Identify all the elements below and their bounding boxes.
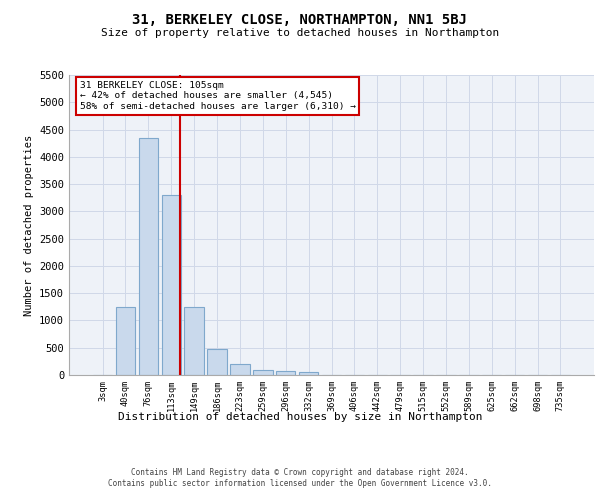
Text: 31 BERKELEY CLOSE: 105sqm
← 42% of detached houses are smaller (4,545)
58% of se: 31 BERKELEY CLOSE: 105sqm ← 42% of detac… <box>79 81 355 111</box>
Bar <box>276 372 295 375</box>
Text: Size of property relative to detached houses in Northampton: Size of property relative to detached ho… <box>101 28 499 38</box>
Bar <box>116 307 135 375</box>
Y-axis label: Number of detached properties: Number of detached properties <box>23 134 34 316</box>
Bar <box>253 370 272 375</box>
Bar <box>139 138 158 375</box>
Bar <box>161 195 181 375</box>
Bar <box>299 372 319 375</box>
Text: 31, BERKELEY CLOSE, NORTHAMPTON, NN1 5BJ: 31, BERKELEY CLOSE, NORTHAMPTON, NN1 5BJ <box>133 12 467 26</box>
Bar <box>184 307 204 375</box>
Bar <box>230 364 250 375</box>
Bar <box>208 349 227 375</box>
Text: Distribution of detached houses by size in Northampton: Distribution of detached houses by size … <box>118 412 482 422</box>
Text: Contains HM Land Registry data © Crown copyright and database right 2024.
Contai: Contains HM Land Registry data © Crown c… <box>108 468 492 487</box>
